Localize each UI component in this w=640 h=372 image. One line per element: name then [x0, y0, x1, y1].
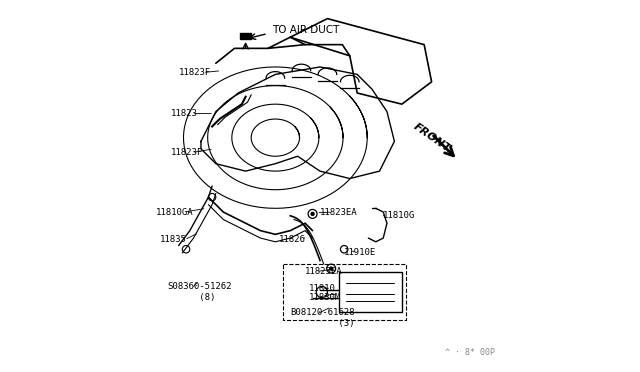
Text: ^ · 8* 00P: ^ · 8* 00P: [445, 348, 495, 357]
Circle shape: [311, 212, 314, 215]
Text: 11810GA: 11810GA: [156, 208, 194, 217]
Text: 11823: 11823: [172, 109, 198, 118]
Text: 11823EA: 11823EA: [305, 267, 343, 276]
Text: 11823F: 11823F: [172, 148, 204, 157]
Text: 11810: 11810: [309, 284, 336, 293]
Text: 11823F: 11823F: [179, 68, 211, 77]
Text: B08120-61628
         (3): B08120-61628 (3): [291, 308, 355, 328]
Text: 11810G: 11810G: [383, 211, 415, 220]
Text: 11826: 11826: [279, 235, 306, 244]
Text: 11835: 11835: [160, 235, 187, 244]
Polygon shape: [240, 33, 251, 39]
Circle shape: [330, 267, 333, 270]
Text: 11910E: 11910E: [344, 248, 376, 257]
Text: 11830M: 11830M: [309, 293, 341, 302]
Text: 11823EA: 11823EA: [320, 208, 358, 217]
Text: S08360-51262
      (8): S08360-51262 (8): [168, 282, 232, 302]
Text: FRONT: FRONT: [412, 121, 452, 154]
Text: TO AIR DUCT: TO AIR DUCT: [271, 25, 339, 35]
